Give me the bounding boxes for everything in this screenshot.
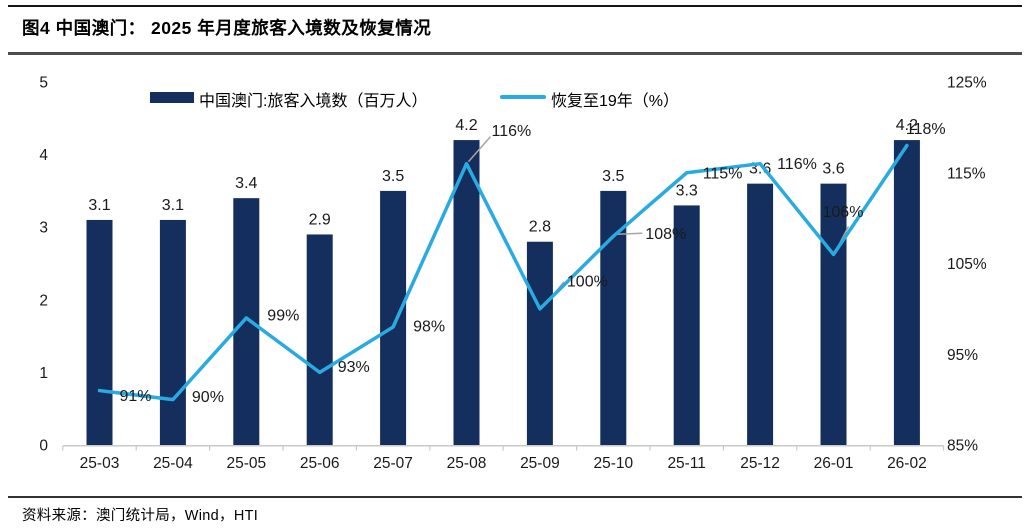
bar-value-label: 3.4 [235, 175, 257, 192]
bar-value-label: 2.9 [309, 211, 331, 228]
x-tick-label-25-08: 25-08 [447, 455, 487, 472]
x-tick-label-25-10: 25-10 [593, 455, 633, 472]
right-axis-label: 95% [947, 347, 978, 364]
figure-title: 图4 中国澳门： 2025 年月度旅客入境数及恢复情况 [22, 18, 432, 38]
pct-value-label: 108% [645, 226, 686, 243]
bar-value-label: 3.5 [382, 168, 404, 185]
title-divider [8, 52, 1022, 55]
pct-value-label: 115% [703, 165, 743, 182]
footer-rule [8, 496, 1022, 498]
x-tick-label-25-05: 25-05 [226, 455, 266, 472]
bar-series-swatch [150, 92, 194, 103]
bar-value-label: 3.6 [822, 161, 844, 178]
x-tick-label-25-07: 25-07 [373, 455, 413, 472]
bar-value-label: 3.3 [676, 182, 698, 199]
recovery-line [97, 143, 909, 402]
pct-value-label: 116% [492, 123, 532, 140]
pct-value-label: 91% [120, 388, 152, 405]
bar-25-12 [747, 183, 774, 445]
pct-value-label: 99% [267, 307, 299, 324]
right-axis-label: 105% [947, 256, 987, 273]
pct-value-label: 98% [413, 319, 445, 336]
source-note: 资料来源：澳门统计局，Wind，HTI [22, 508, 259, 524]
bar-25-06 [306, 234, 333, 445]
x-tick-label-25-04: 25-04 [153, 455, 193, 472]
bar-25-09 [526, 241, 553, 445]
label-leader-line [616, 232, 643, 236]
x-tick-label-25-12: 25-12 [740, 455, 780, 472]
bar-25-11 [673, 205, 700, 445]
x-tick-label-25-11: 25-11 [667, 455, 706, 472]
right-axis-label: 85% [947, 438, 978, 455]
bar-series-label: 中国澳门:旅客入境数（百万人） [199, 93, 428, 110]
pct-value-label: 106% [823, 204, 864, 221]
pct-value-label: 118% [906, 121, 946, 138]
bar-25-10 [600, 190, 627, 445]
bar-25-07 [380, 190, 407, 445]
right-axis-label: 125% [947, 75, 987, 92]
bar-value-label: 3.5 [602, 168, 624, 185]
left-axis-label: 3 [39, 220, 48, 237]
x-tick-label-25-06: 25-06 [300, 455, 340, 472]
bar-26-01 [820, 183, 847, 445]
left-axis-label: 0 [39, 438, 48, 455]
left-axis-label: 2 [39, 292, 48, 309]
left-axis-label: 4 [39, 147, 48, 164]
bar-value-label: 2.8 [529, 219, 551, 236]
bar-25-08 [453, 140, 480, 445]
line-series-label: 恢复至19年（%） [551, 93, 680, 110]
bar-26-02 [893, 140, 920, 445]
x-tick-label-26-01: 26-01 [814, 455, 854, 472]
pct-value-label: 100% [567, 273, 608, 290]
right-axis-label: 115% [947, 165, 986, 182]
bar-25-05 [233, 198, 260, 445]
label-leader-line [467, 136, 492, 163]
bar-25-04 [159, 219, 186, 445]
top-rule [8, 5, 1022, 7]
bar-value-label: 4.2 [455, 117, 477, 134]
bar-value-label: 4.2 [896, 117, 918, 134]
bar-value-label: 3.1 [162, 197, 184, 214]
left-axis-label: 5 [39, 75, 48, 92]
x-tick-label-26-02: 26-02 [887, 455, 927, 472]
bar-value-label: 3.1 [88, 197, 110, 214]
pct-value-label: 90% [192, 389, 224, 406]
pct-value-label: 116% [777, 156, 817, 173]
line-series-swatch [500, 95, 546, 99]
pct-value-label: 93% [338, 359, 370, 376]
x-tick-label-25-09: 25-09 [520, 455, 560, 472]
x-tick-label-25-03: 25-03 [80, 455, 120, 472]
bar-25-03 [86, 219, 113, 445]
left-axis-label: 1 [39, 365, 48, 382]
